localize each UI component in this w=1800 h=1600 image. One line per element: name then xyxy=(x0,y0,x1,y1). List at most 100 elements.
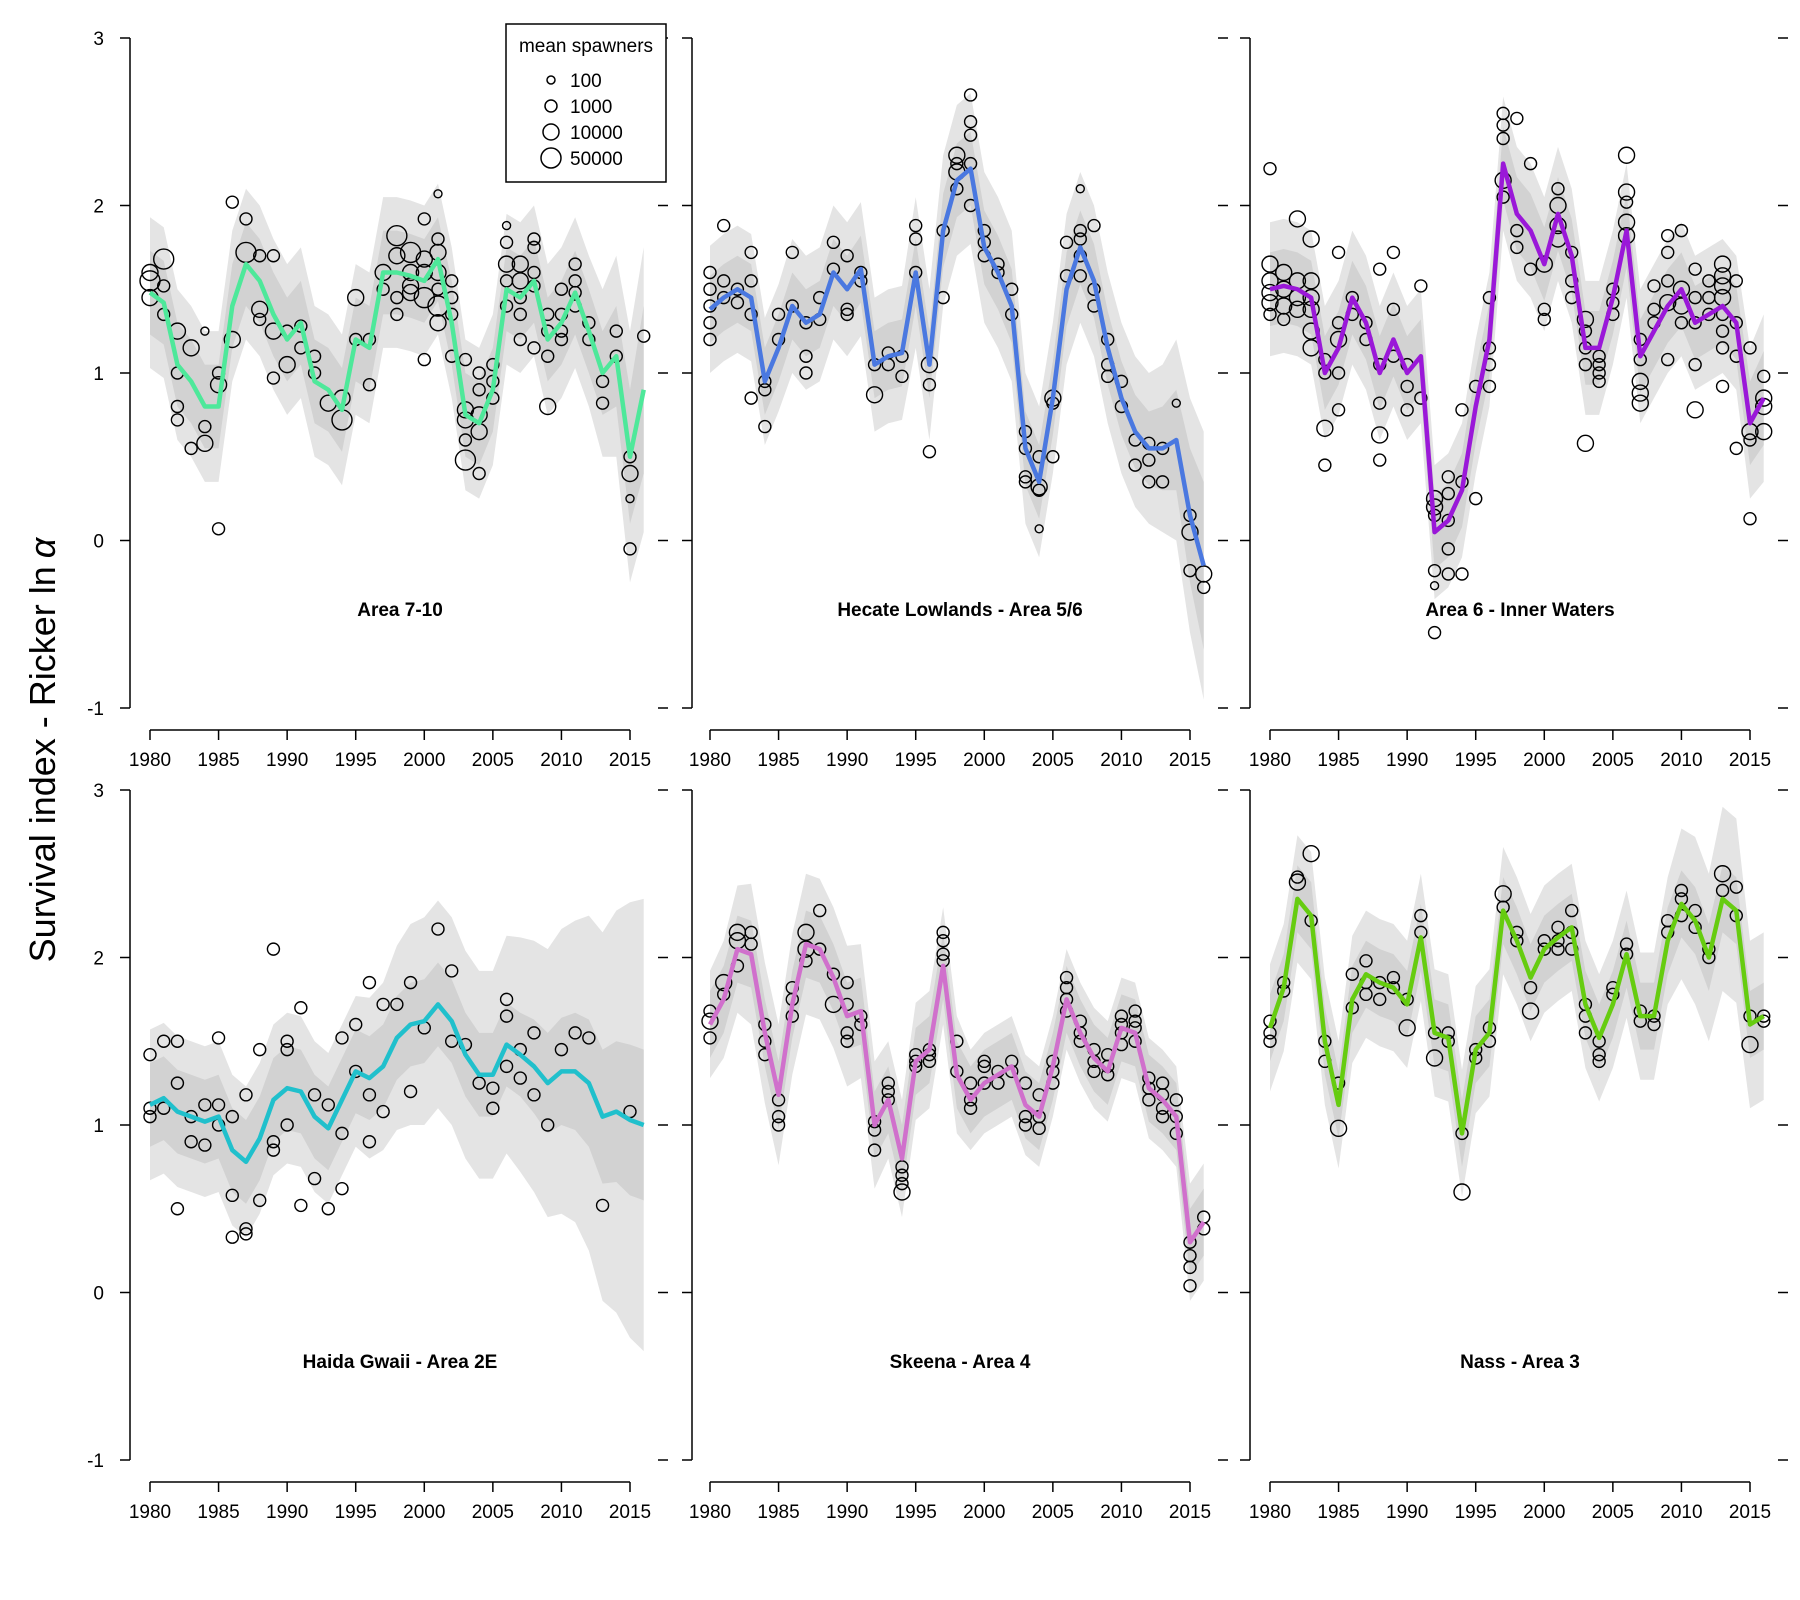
data-point xyxy=(1386,302,1401,317)
data-point xyxy=(1510,223,1524,238)
data-point xyxy=(1331,366,1346,380)
data-point xyxy=(1619,937,1634,951)
data-point xyxy=(1087,218,1101,233)
data-point xyxy=(1329,1119,1348,1138)
data-point xyxy=(211,1031,226,1045)
data-point xyxy=(1551,182,1565,196)
data-point xyxy=(1414,391,1428,405)
data-point xyxy=(950,156,964,171)
data-point xyxy=(1576,310,1595,329)
trend-line xyxy=(708,166,1206,567)
data-point xyxy=(1087,1064,1101,1079)
data-point xyxy=(595,1198,610,1213)
data-point xyxy=(922,1054,937,1069)
data-point xyxy=(1631,372,1649,391)
data-point xyxy=(253,249,267,263)
data-point xyxy=(1496,118,1510,132)
data-point xyxy=(840,975,854,990)
data-point xyxy=(1715,379,1730,394)
data-point xyxy=(1046,450,1060,464)
data-point xyxy=(403,1084,418,1099)
data-point xyxy=(1647,1017,1661,1032)
data-point xyxy=(1288,300,1307,319)
data-point xyxy=(280,1034,294,1048)
data-point xyxy=(717,218,731,233)
data-point xyxy=(1592,1054,1606,1069)
data-point xyxy=(867,1143,882,1157)
data-point xyxy=(1702,274,1716,288)
panel-4: -1 0 1 2 3 1980 1985 1990 1995 2000 2005 2010 2015 Ha… xyxy=(87,781,668,1523)
outer-band xyxy=(1270,806,1764,1198)
data-point xyxy=(1441,513,1455,528)
data-point xyxy=(1743,512,1757,526)
data-point xyxy=(1302,230,1320,248)
legend-label: 100 xyxy=(570,71,602,92)
x-tick-label: 1990 xyxy=(1386,750,1428,771)
data-point xyxy=(1373,396,1387,410)
data-point xyxy=(1275,263,1293,282)
data-point xyxy=(1592,1047,1606,1062)
data-point xyxy=(1647,302,1661,317)
data-point xyxy=(1183,1260,1197,1275)
data-point xyxy=(1263,161,1277,176)
data-point xyxy=(1688,262,1702,276)
data-point xyxy=(1713,277,1732,295)
data-point xyxy=(1578,1026,1593,1040)
x-tick-label: 1985 xyxy=(757,750,799,771)
panel-5: 1980 1985 1990 1995 2000 2005 2010 2015 Skeena -… xyxy=(682,789,1228,1523)
data-points xyxy=(1261,106,1773,640)
x-tick-label: 1995 xyxy=(335,1502,377,1523)
data-point xyxy=(1715,883,1730,898)
data-point xyxy=(1455,403,1469,417)
data-point xyxy=(170,399,185,414)
data-point xyxy=(1674,316,1689,330)
data-point xyxy=(1647,279,1661,293)
data-point xyxy=(717,290,731,305)
data-point xyxy=(1032,483,1046,497)
data-point xyxy=(266,1135,281,1149)
data-point xyxy=(1619,195,1634,209)
data-point xyxy=(936,934,950,948)
data-point xyxy=(225,1188,239,1203)
data-point xyxy=(1702,307,1716,322)
x-tick-label: 2005 xyxy=(1032,750,1074,771)
panel-title: Skeena - Area 4 xyxy=(890,1352,1031,1373)
data-point xyxy=(1288,873,1307,891)
data-point xyxy=(730,295,745,310)
data-point xyxy=(1523,980,1538,995)
x-tick-label: 2005 xyxy=(1032,1502,1074,1523)
data-point xyxy=(1715,324,1730,338)
data-point xyxy=(1688,357,1702,372)
data-point xyxy=(1551,920,1565,935)
data-point xyxy=(1261,255,1279,273)
data-point xyxy=(1171,398,1181,408)
data-point xyxy=(936,925,950,940)
data-point xyxy=(1018,1118,1033,1132)
data-point xyxy=(541,349,555,363)
data-point xyxy=(1469,491,1483,506)
data-point xyxy=(1400,403,1414,417)
y-tick-label: 0 xyxy=(93,1284,104,1305)
x-tick-label: 2005 xyxy=(472,1502,514,1523)
x-tick-label: 2015 xyxy=(609,1502,651,1523)
inner-band xyxy=(1270,865,1764,1167)
data-point xyxy=(266,249,281,263)
y-tick-label: -1 xyxy=(87,699,104,720)
data-point xyxy=(840,249,854,263)
data-point xyxy=(1661,274,1675,288)
legend-label: 1000 xyxy=(570,97,612,118)
x-tick-label: 1980 xyxy=(689,750,731,771)
data-point xyxy=(595,396,610,410)
data-point xyxy=(278,355,296,374)
data-point xyxy=(335,1126,349,1141)
data-point xyxy=(1729,274,1743,288)
data-point xyxy=(1277,312,1291,327)
data-point xyxy=(157,1034,171,1048)
x-tick-label: 2000 xyxy=(963,750,1005,771)
data-point xyxy=(527,265,541,280)
legend-entries: 100 1000 10000 50000 xyxy=(540,71,623,170)
x-tick-label: 2010 xyxy=(1660,1502,1702,1523)
x-tick-label: 2005 xyxy=(472,750,514,771)
data-point xyxy=(1521,1002,1540,1020)
x-tick-label: 2010 xyxy=(1660,750,1702,771)
